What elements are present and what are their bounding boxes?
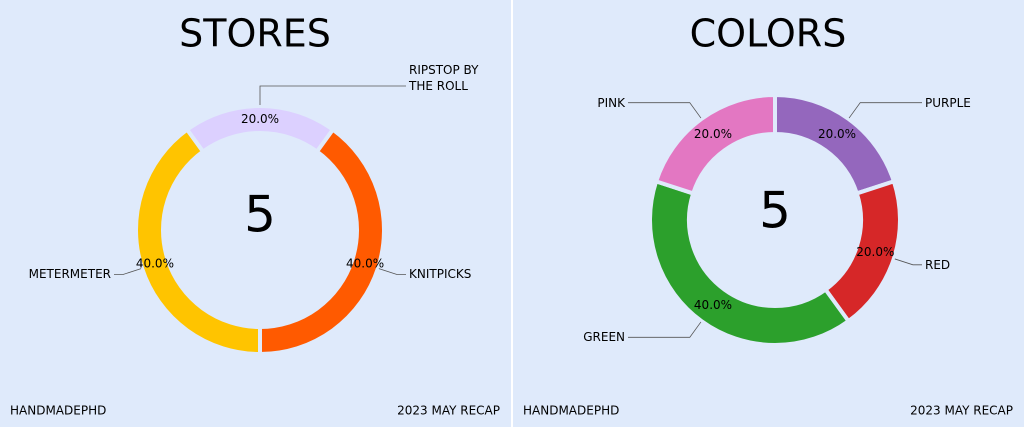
category-label: PINK	[597, 95, 625, 110]
center-value: 5	[759, 182, 791, 240]
leader-line	[848, 102, 922, 119]
center-value: 5	[244, 186, 276, 244]
value-label: 20.0%	[856, 245, 894, 259]
leader-line	[894, 258, 922, 266]
donut-slice	[653, 92, 777, 196]
leader-line	[378, 268, 406, 275]
footer-left: HANDMADEPHD	[523, 404, 619, 418]
leader-line	[628, 321, 702, 338]
category-label: METERMETER	[28, 267, 111, 282]
category-label: RIPSTOP BY THE ROLL	[409, 63, 479, 93]
value-label: 20.0%	[241, 112, 279, 126]
chart-title: STORES	[179, 12, 331, 56]
donut-slice	[134, 126, 262, 357]
value-label: 20.0%	[694, 127, 732, 141]
leader-line	[114, 268, 142, 275]
category-label: RED	[925, 257, 951, 272]
value-label: 40.0%	[694, 298, 732, 312]
value-label: 40.0%	[136, 257, 174, 271]
leader-line	[628, 102, 702, 119]
category-label: KNITPICKS	[409, 267, 472, 282]
panel	[513, 0, 1024, 427]
footer-right: 2023 MAY RECAP	[910, 404, 1013, 418]
category-label: GREEN	[583, 330, 625, 345]
chart-title: COLORS	[690, 12, 847, 56]
footer-left: HANDMADEPHD	[10, 404, 106, 418]
value-label: 20.0%	[818, 127, 856, 141]
donut-slice	[648, 178, 852, 347]
leader-line	[259, 85, 406, 105]
category-label: PURPLE	[925, 95, 971, 110]
footer-right: 2023 MAY RECAP	[397, 404, 500, 418]
value-label: 40.0%	[346, 257, 384, 271]
